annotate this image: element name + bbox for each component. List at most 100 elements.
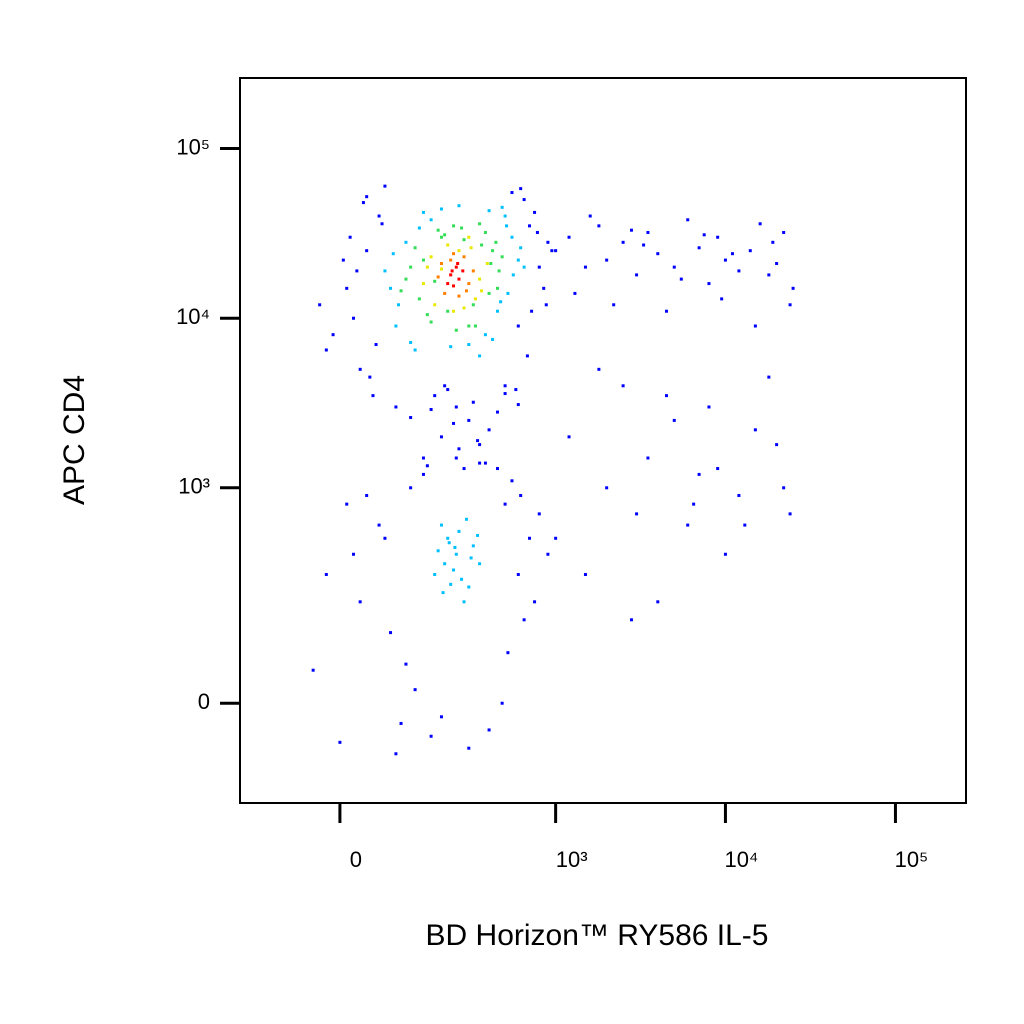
data-point <box>399 289 403 293</box>
data-point <box>429 407 433 411</box>
data-point <box>365 494 369 498</box>
data-point <box>550 249 554 253</box>
data-point <box>530 309 534 313</box>
data-point <box>528 224 532 228</box>
data-point <box>519 246 523 250</box>
data-point <box>510 191 514 195</box>
y-tick-label: 10⁴ <box>176 304 210 329</box>
data-point <box>348 235 352 239</box>
data-point <box>413 688 417 692</box>
y-axis-label: APC CD4 <box>58 375 91 505</box>
data-point <box>457 294 461 298</box>
data-point <box>324 573 328 577</box>
data-point <box>409 340 413 344</box>
data-point <box>452 252 456 256</box>
data-point <box>503 392 507 396</box>
data-point <box>345 286 349 290</box>
data-point <box>516 403 520 407</box>
data-point <box>443 291 447 295</box>
data-point <box>782 230 786 234</box>
data-point <box>439 267 443 271</box>
data-point <box>686 218 690 222</box>
data-point <box>588 214 592 218</box>
data-point <box>730 252 734 256</box>
data-point <box>358 600 362 604</box>
data-point <box>505 224 509 228</box>
data-point <box>621 384 625 388</box>
data-point <box>664 394 668 398</box>
data-point <box>467 343 471 347</box>
data-point <box>506 291 510 295</box>
data-point <box>352 316 356 320</box>
data-point <box>635 273 639 277</box>
data-point <box>516 573 520 577</box>
data-point <box>377 214 381 218</box>
data-point <box>514 388 518 392</box>
data-point <box>478 562 482 566</box>
data-point <box>767 273 771 277</box>
data-point <box>439 235 443 239</box>
data-point <box>723 258 727 262</box>
data-point <box>374 343 378 347</box>
data-point <box>496 286 500 290</box>
x-tick-label: 10³ <box>556 847 588 872</box>
data-point <box>485 262 489 266</box>
data-point <box>439 435 443 439</box>
data-point <box>452 224 456 228</box>
data-point <box>546 240 550 244</box>
data-point <box>421 456 425 460</box>
data-point <box>436 228 440 232</box>
data-point <box>583 265 587 269</box>
data-point <box>429 255 433 259</box>
data-point <box>646 230 650 234</box>
data-point <box>487 728 491 732</box>
data-point <box>433 573 437 577</box>
data-point <box>612 303 616 307</box>
data-point <box>409 486 413 490</box>
data-point <box>487 209 491 213</box>
data-point <box>452 284 456 288</box>
data-point <box>464 517 468 521</box>
data-point <box>621 240 625 244</box>
data-point <box>567 435 571 439</box>
data-point <box>489 262 493 266</box>
data-point <box>377 523 381 527</box>
data-point <box>491 337 495 341</box>
data-point <box>788 303 792 307</box>
data-point <box>456 262 460 266</box>
data-point <box>775 443 779 447</box>
data-point <box>656 252 660 256</box>
data-point <box>782 486 786 490</box>
data-point <box>368 375 372 379</box>
data-point <box>528 536 532 540</box>
data-point <box>443 384 447 388</box>
x-tick-label: 10⁵ <box>895 847 929 872</box>
data-point <box>460 577 464 581</box>
x-tick-label: 0 <box>350 847 362 872</box>
data-point <box>457 277 461 281</box>
data-point <box>436 275 440 279</box>
data-point <box>500 255 504 259</box>
data-point <box>480 289 484 293</box>
data-point <box>519 494 523 498</box>
data-point <box>421 210 425 214</box>
data-point <box>471 303 475 307</box>
data-point <box>672 265 676 269</box>
data-point <box>391 252 395 256</box>
data-point <box>635 512 639 516</box>
data-point <box>522 618 526 622</box>
data-point <box>478 354 482 358</box>
data-point <box>413 246 417 250</box>
data-point <box>480 243 484 247</box>
data-point <box>723 552 727 556</box>
data-point <box>404 662 408 666</box>
data-point <box>686 523 690 527</box>
data-point <box>462 467 466 471</box>
data-point <box>443 233 447 237</box>
data-point <box>331 333 335 337</box>
data-point <box>707 282 711 286</box>
data-point <box>503 214 507 218</box>
data-point <box>461 269 465 273</box>
